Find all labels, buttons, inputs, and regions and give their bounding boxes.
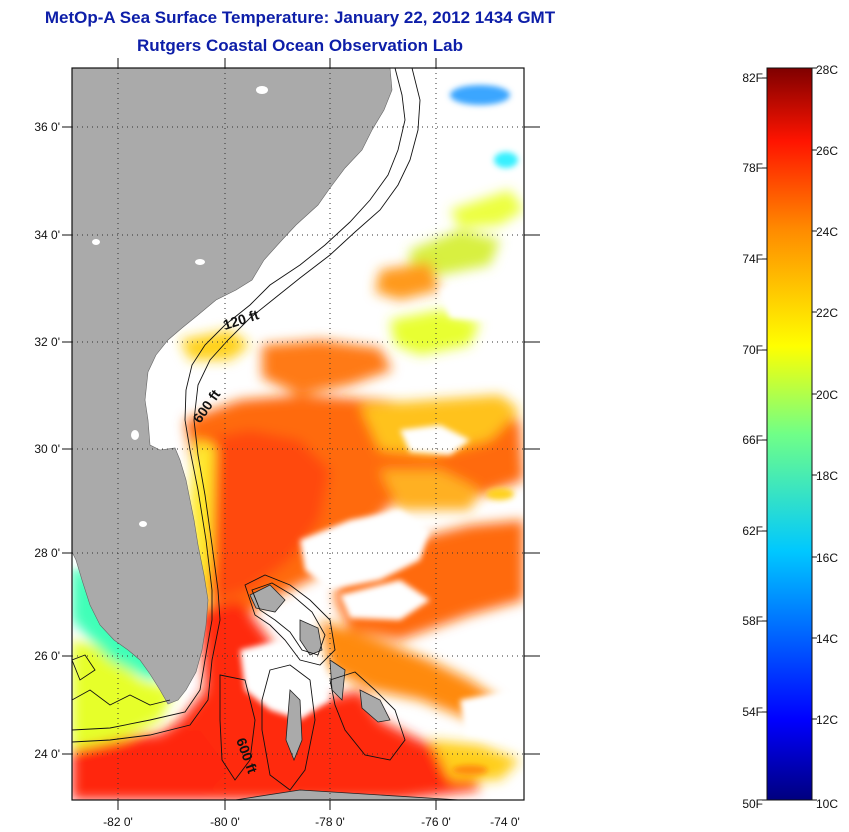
celsius-label: 22C	[816, 306, 838, 320]
fahrenheit-label: 70F	[742, 343, 763, 357]
land-southeast-us	[72, 68, 393, 705]
lon-label: -80 0'	[210, 815, 240, 829]
fahrenheit-label: 74F	[742, 252, 763, 266]
lat-label: 36 0'	[34, 120, 60, 134]
celsius-label: 14C	[816, 632, 838, 646]
colorbar-gradient	[766, 67, 813, 801]
latitude-labels: 36 0' 34 0' 32 0' 30 0' 28 0' 26 0' 24 0…	[34, 120, 60, 761]
colorbar-ticks	[762, 67, 817, 801]
lon-label: -74 0'	[490, 815, 520, 829]
lakes	[92, 86, 268, 527]
frame-ticks	[62, 58, 540, 810]
lat-label: 28 0'	[34, 546, 60, 560]
fahrenheit-label: 62F	[742, 524, 763, 538]
celsius-label: 18C	[816, 469, 838, 483]
celsius-label: 24C	[816, 225, 838, 239]
colorbar-fahrenheit-labels: 82F 78F 74F 70F 66F 62F 58F 54F 50F	[742, 71, 763, 811]
lon-label: -78 0'	[315, 815, 345, 829]
fahrenheit-label: 78F	[742, 161, 763, 175]
fahrenheit-label: 82F	[742, 71, 763, 85]
map-title: MetOp-A Sea Surface Temperature: January…	[44, 8, 556, 27]
celsius-label: 20C	[816, 388, 838, 402]
lat-label: 34 0'	[34, 228, 60, 242]
temperature-colorbar: 82F 78F 74F 70F 66F 62F 58F 54F 50F 28C …	[742, 63, 838, 811]
longitude-labels: -82 0' -80 0' -78 0' -76 0' -74 0'	[103, 815, 520, 829]
lat-label: 30 0'	[34, 442, 60, 456]
lon-label: -76 0'	[421, 815, 451, 829]
lat-label: 32 0'	[34, 335, 60, 349]
lat-label: 26 0'	[34, 649, 60, 663]
fahrenheit-label: 58F	[742, 614, 763, 628]
map-area	[72, 68, 524, 800]
celsius-label: 16C	[816, 551, 838, 565]
map-subtitle: Rutgers Coastal Ocean Observation Lab	[137, 36, 463, 55]
celsius-label: 12C	[816, 713, 838, 727]
celsius-label: 10C	[816, 797, 838, 811]
depth-contours	[72, 68, 421, 791]
sst-field	[72, 190, 524, 800]
fahrenheit-label: 54F	[742, 705, 763, 719]
graticule	[72, 68, 524, 800]
celsius-label: 26C	[816, 144, 838, 158]
map-frame	[71, 67, 525, 801]
lat-label: 24 0'	[34, 747, 60, 761]
celsius-label: 28C	[816, 63, 838, 77]
colorbar-celsius-labels: 28C 26C 24C 22C 20C 18C 16C 14C 12C 10C	[816, 63, 838, 811]
fahrenheit-label: 66F	[742, 433, 763, 447]
lon-label: -82 0'	[103, 815, 133, 829]
fahrenheit-label: 50F	[742, 797, 763, 811]
